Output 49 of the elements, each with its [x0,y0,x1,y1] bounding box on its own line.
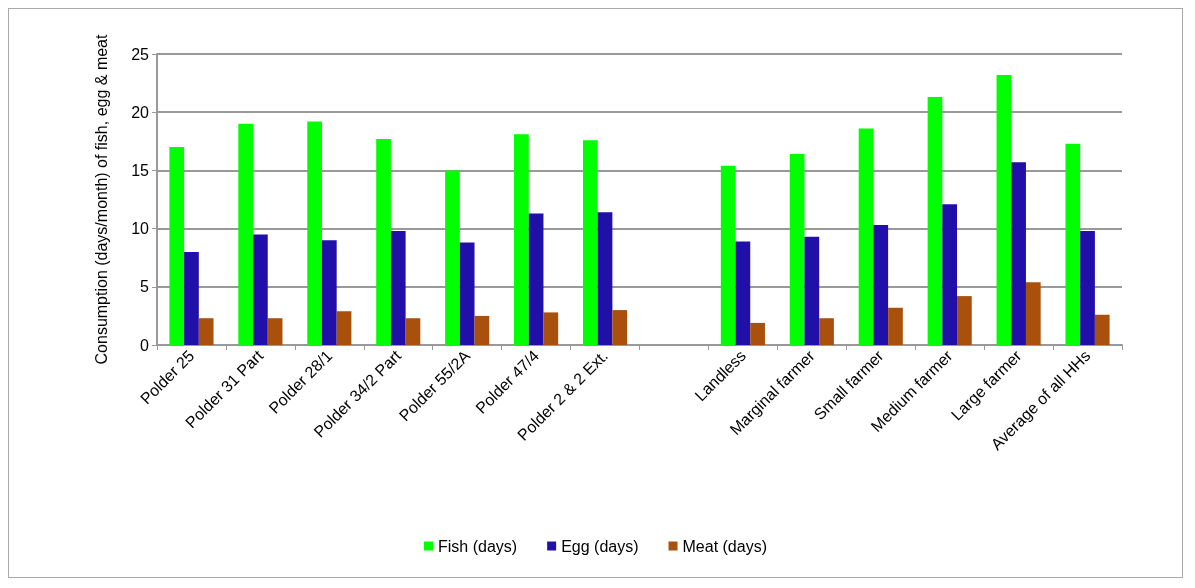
bar [198,318,214,345]
bar [735,241,751,345]
bar [597,212,613,345]
bar [528,213,544,345]
bar [957,296,972,345]
legend-label: Egg (days) [561,537,639,555]
y-tick-label: 20 [131,103,150,121]
y-tick-label: 10 [131,220,150,238]
bar [819,318,834,345]
y-tick-label: 15 [131,161,150,179]
bar [514,134,529,345]
y-axis-title: Consumption (days/month) of fish, egg & meat [92,33,110,365]
bar [582,140,598,345]
bar [927,97,943,345]
bar [942,204,958,345]
bar [321,240,337,345]
bar [169,147,185,345]
bar [804,236,820,345]
bar [1094,314,1110,345]
bar [612,310,628,345]
bar [720,165,736,345]
bar [996,74,1012,345]
bar [376,138,391,345]
legend-label: Meat (days) [682,537,767,555]
bar [405,318,421,345]
bar [253,234,268,345]
bar [267,318,283,345]
y-tick-label: 5 [140,278,150,296]
bar [858,128,874,345]
bar [336,311,352,345]
bar [1065,143,1081,345]
bar [238,123,254,345]
y-tick-label: 0 [140,336,150,354]
bar [459,242,475,345]
bar [543,312,559,345]
bar [390,230,406,345]
bar [307,121,322,345]
bar [1080,230,1095,345]
bar [789,154,805,345]
bar [750,322,765,345]
bar [184,251,199,345]
bar [888,307,903,345]
bar [1011,162,1026,345]
bar [1025,282,1041,345]
bar [474,315,490,345]
legend-label: Fish (days) [438,537,518,555]
y-tick-label: 25 [131,45,150,63]
bar [873,225,889,345]
bar [445,170,460,345]
